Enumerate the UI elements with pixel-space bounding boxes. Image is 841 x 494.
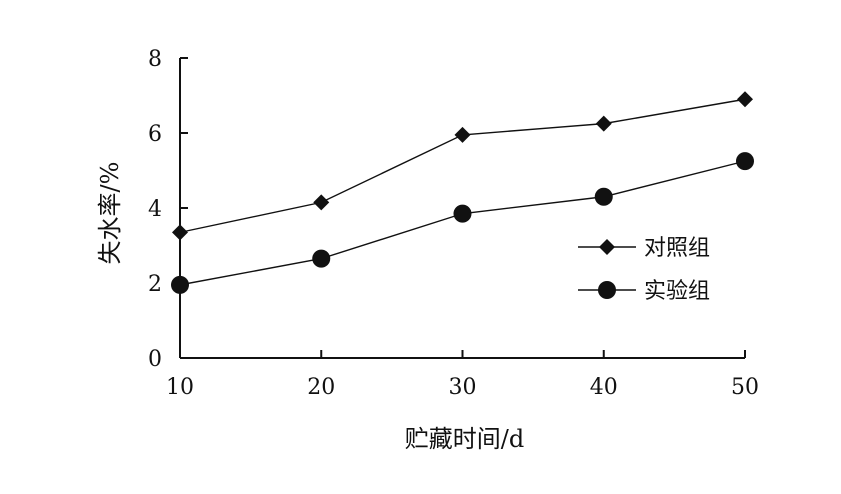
legend-label: 实验组 [644, 279, 710, 304]
series-line [179, 160, 746, 286]
y-tick-label: 6 [148, 122, 162, 147]
series-1 [172, 91, 753, 241]
legend-item: 对照组 [578, 236, 710, 261]
x-tick-label: 20 [307, 375, 335, 400]
legend-label: 对照组 [644, 236, 710, 261]
data-point [312, 249, 331, 268]
y-axis-title: 失水率/% [96, 162, 124, 265]
data-point [737, 91, 753, 108]
ticks: 0 2 4 6 8 10 20 30 40 50 [148, 47, 759, 400]
data-point [736, 152, 754, 171]
data-point [595, 115, 612, 132]
data-point [594, 187, 613, 206]
series [171, 91, 754, 294]
data-point [313, 194, 330, 211]
legend-item: 实验组 [578, 279, 710, 304]
data-point [454, 126, 471, 143]
x-tick-label: 10 [166, 375, 194, 400]
y-tick-label: 8 [148, 47, 162, 72]
x-tick-label: 40 [590, 375, 618, 400]
x-tick-label: 30 [449, 375, 477, 400]
y-tick-label: 2 [148, 272, 162, 297]
data-point [453, 204, 472, 223]
data-point [171, 275, 189, 294]
legend-marker [599, 239, 615, 255]
y-tick-label: 0 [148, 347, 162, 372]
y-tick-label: 4 [148, 197, 162, 222]
legend-marker [598, 281, 616, 299]
x-tick-label: 50 [731, 375, 759, 400]
series-2 [171, 152, 754, 294]
data-point [172, 224, 188, 241]
x-axis-title: 贮藏时间/d [405, 425, 524, 453]
